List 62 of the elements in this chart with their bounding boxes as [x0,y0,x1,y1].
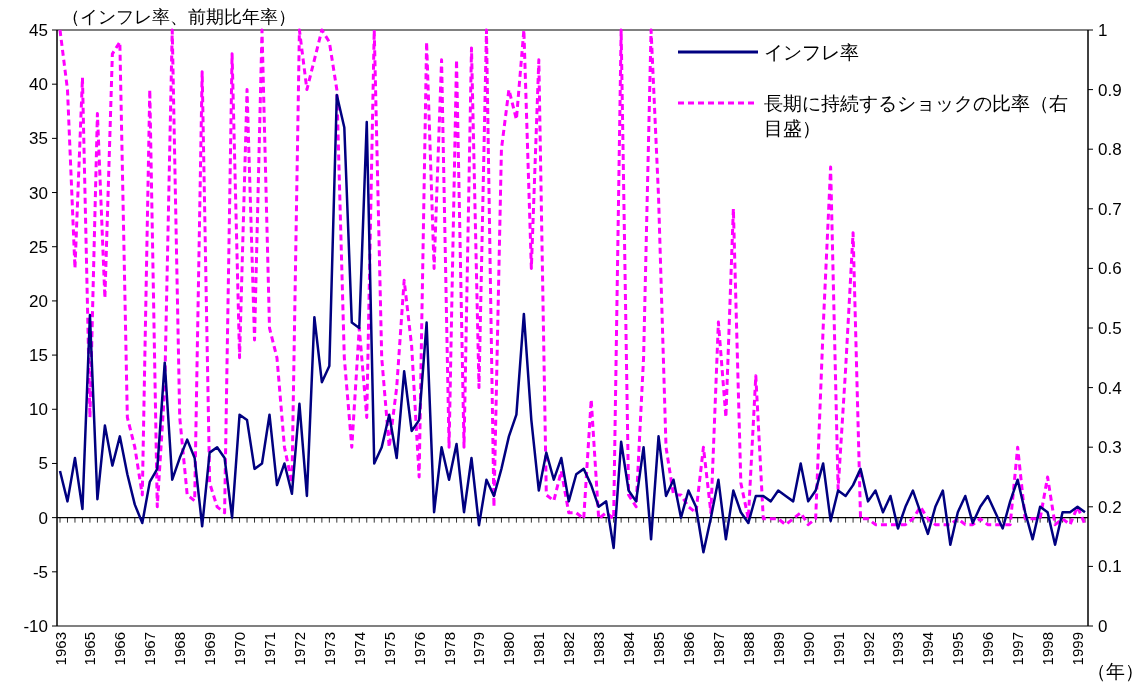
x-tick-label: 1967 [141,632,159,666]
x-tick-label: 1997 [1009,632,1027,666]
x-tick-label: 1985 [650,632,668,666]
x-tick-label: 1971 [260,632,278,666]
y2-tick-label: 0.7 [1098,199,1122,219]
x-tick-label: 1983 [590,632,608,666]
x-tick-label: 1981 [530,632,548,666]
x-tick-label: 1996 [979,632,997,666]
x-tick-label: 1988 [739,632,757,666]
x-tick-label: 1969 [201,632,219,666]
x-tick-label: 1984 [620,632,638,666]
y-tick-label: -5 [32,562,48,582]
x-tick-label: 1999 [1069,632,1087,666]
x-tick-label: 1965 [81,632,99,666]
legend-label: 長期に持続するショックの比率（右目盛） [764,93,1068,139]
y-tick-label: 40 [29,75,48,95]
x-tick-label: 1986 [679,632,697,666]
x-tick-label: 1995 [949,632,967,666]
y2-tick-label: 0.4 [1098,378,1122,398]
x-tick-label: 1979 [470,632,488,666]
y-axis-title: （インフレ率、前期比年率） [62,7,296,27]
y2-tick-label: 0.6 [1098,259,1122,279]
x-tick-label: 1970 [231,632,249,666]
y-tick-label: 0 [38,508,48,528]
y2-tick-label: 0.3 [1098,438,1122,458]
x-tick-label: 1987 [709,632,727,666]
x-tick-label: 1974 [350,632,368,666]
x-tick-label: 1976 [410,632,428,666]
y-tick-label: 35 [29,129,48,149]
x-tick-label: 1998 [1039,632,1057,666]
y-tick-label: 45 [29,21,48,40]
x-tick-label: 1990 [799,632,817,666]
y-tick-label: 5 [38,454,48,474]
x-tick-label: 1963 [51,632,69,666]
x-tick-label: 1989 [769,632,787,666]
x-tick-label: 1982 [560,632,578,666]
x-tick-label: 1972 [290,632,308,666]
y-tick-label: 20 [29,291,48,311]
y-tick-label: 25 [29,237,48,257]
y2-tick-label: 0.5 [1098,319,1122,338]
x-tick-label: 1978 [440,632,458,666]
x-tick-label: 1980 [500,632,518,666]
y2-tick-label: 0.9 [1098,80,1122,100]
y-tick-label: 10 [29,400,48,420]
x-axis-title: （年） [1087,661,1144,682]
y2-tick-label: 0.8 [1098,140,1122,160]
y-tick-label: 15 [29,346,48,366]
legend-label: インフレ率 [764,42,859,63]
x-tick-label: 1968 [171,632,189,666]
x-tick-label: 1975 [380,632,398,666]
y2-tick-label: 1 [1098,21,1108,40]
y-tick-label: 30 [29,183,48,203]
y2-tick-label: 0 [1098,617,1108,636]
x-tick-label: 1966 [111,632,129,666]
x-tick-label: 1973 [320,632,338,666]
y2-tick-label: 0.1 [1098,557,1122,577]
x-tick-label: 1991 [829,632,847,666]
y2-tick-label: 0.2 [1098,497,1122,517]
x-tick-label: 1993 [889,632,907,666]
y-tick-label: -10 [23,617,48,636]
x-tick-label: 1994 [919,632,937,666]
x-tick-label: 1992 [859,632,877,666]
